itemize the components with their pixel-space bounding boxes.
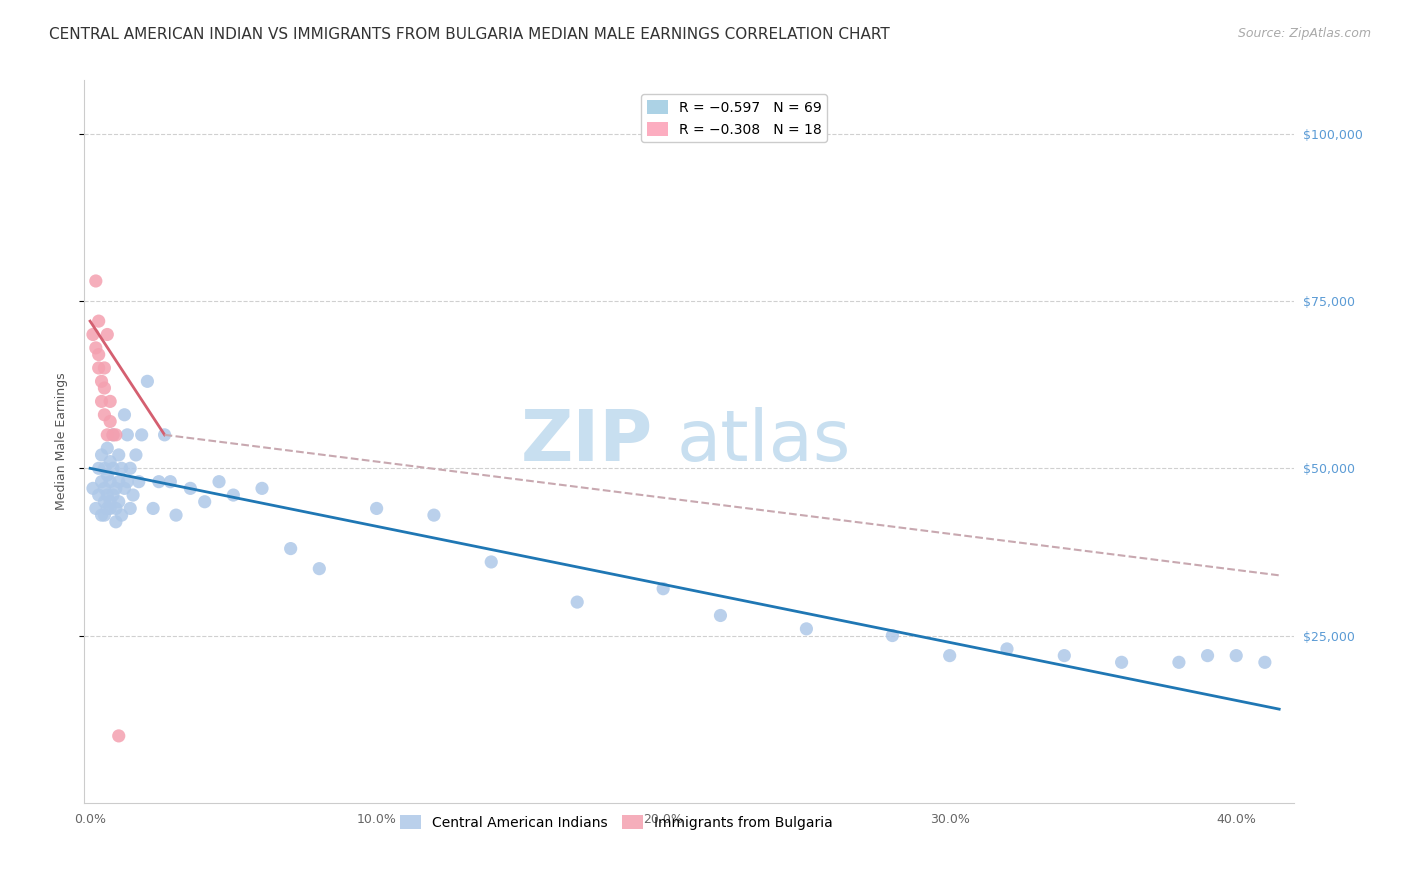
Point: [82, 482, 104, 496]
Point: [87, 348, 110, 362]
Point: [1167, 655, 1189, 669]
Point: [101, 461, 124, 475]
Point: [1254, 655, 1277, 669]
Point: [104, 482, 127, 496]
Point: [142, 501, 165, 516]
Point: [107, 475, 129, 489]
Point: [96, 488, 118, 502]
Point: [120, 461, 142, 475]
Point: [114, 482, 136, 496]
Point: [159, 475, 181, 489]
Text: ZIP: ZIP: [520, 407, 652, 476]
Point: [93, 381, 115, 395]
Point: [93, 494, 115, 508]
Point: [90, 448, 112, 462]
Point: [101, 427, 124, 442]
Point: [101, 427, 124, 442]
Point: [1197, 648, 1219, 663]
Point: [194, 494, 217, 508]
Point: [652, 582, 675, 596]
Point: [308, 562, 330, 576]
Point: [90, 375, 112, 389]
Point: [96, 467, 118, 482]
Point: [90, 475, 112, 489]
Point: [153, 427, 176, 442]
Point: [117, 427, 139, 442]
Point: [96, 427, 118, 442]
Point: [107, 729, 129, 743]
Point: [122, 488, 145, 502]
Point: [84, 274, 107, 288]
Point: [136, 375, 159, 389]
Text: atlas: atlas: [676, 407, 851, 476]
Point: [101, 488, 124, 502]
Point: [82, 327, 104, 342]
Point: [1111, 655, 1133, 669]
Point: [250, 482, 273, 496]
Point: [93, 461, 115, 475]
Point: [96, 501, 118, 516]
Point: [93, 361, 115, 376]
Point: [87, 461, 110, 475]
Y-axis label: Median Male Earnings: Median Male Earnings: [55, 373, 67, 510]
Point: [104, 501, 127, 516]
Text: Source: ZipAtlas.com: Source: ZipAtlas.com: [1237, 27, 1371, 40]
Point: [87, 488, 110, 502]
Point: [96, 327, 118, 342]
Point: [995, 642, 1018, 657]
Point: [93, 408, 115, 422]
Point: [423, 508, 446, 523]
Point: [280, 541, 302, 556]
Point: [110, 461, 132, 475]
Point: [98, 475, 121, 489]
Point: [87, 314, 110, 328]
Point: [104, 515, 127, 529]
Text: CENTRAL AMERICAN INDIAN VS IMMIGRANTS FROM BULGARIA MEDIAN MALE EARNINGS CORRELA: CENTRAL AMERICAN INDIAN VS IMMIGRANTS FR…: [49, 27, 890, 42]
Point: [366, 501, 388, 516]
Point: [98, 394, 121, 409]
Point: [179, 482, 201, 496]
Point: [90, 394, 112, 409]
Point: [796, 622, 818, 636]
Point: [110, 508, 132, 523]
Point: [90, 508, 112, 523]
Point: [222, 488, 245, 502]
Point: [98, 501, 121, 516]
Point: [117, 475, 139, 489]
Point: [131, 427, 153, 442]
Point: [98, 494, 121, 508]
Point: [84, 341, 107, 355]
Point: [479, 555, 502, 569]
Point: [882, 628, 904, 642]
Point: [104, 427, 127, 442]
Point: [114, 408, 136, 422]
Point: [96, 441, 118, 455]
Point: [208, 475, 231, 489]
Point: [93, 482, 115, 496]
Point: [125, 448, 148, 462]
Point: [709, 608, 731, 623]
Point: [93, 508, 115, 523]
Point: [87, 361, 110, 376]
Point: [128, 475, 150, 489]
Point: [107, 494, 129, 508]
Point: [165, 508, 187, 523]
Point: [938, 648, 960, 663]
Point: [84, 501, 107, 516]
Point: [567, 595, 589, 609]
Legend: Central American Indians, Immigrants from Bulgaria: Central American Indians, Immigrants fro…: [395, 810, 838, 836]
Point: [98, 414, 121, 428]
Point: [148, 475, 170, 489]
Point: [107, 448, 129, 462]
Point: [120, 501, 142, 516]
Point: [1053, 648, 1076, 663]
Point: [1225, 648, 1247, 663]
Point: [98, 454, 121, 469]
